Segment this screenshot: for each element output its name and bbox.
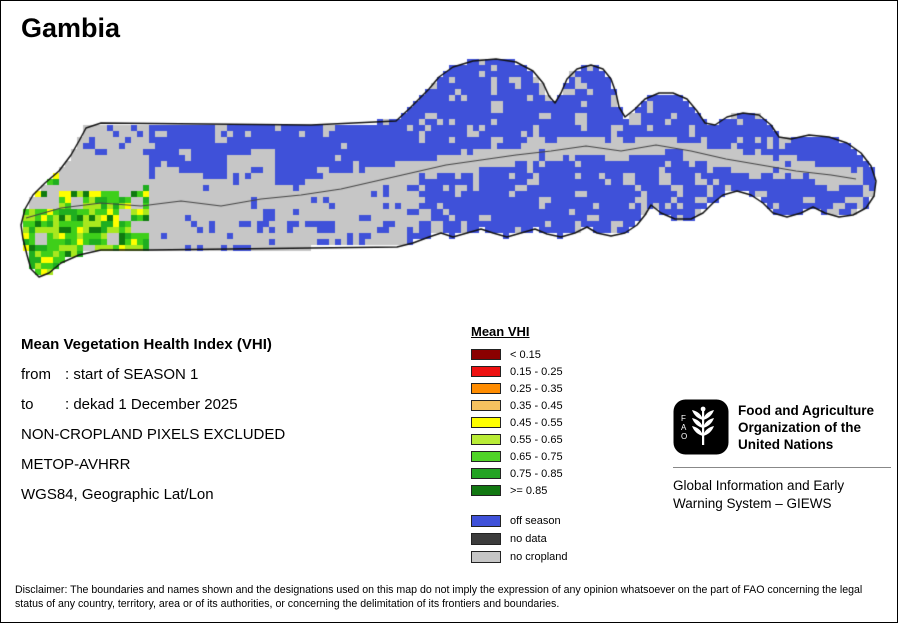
legend-swatch <box>471 417 501 428</box>
legend-title: Mean VHI <box>471 324 530 339</box>
svg-text:O: O <box>681 432 687 441</box>
legend-label: 0.65 - 0.75 <box>510 450 563 463</box>
legend-row: 0.45 - 0.55 <box>471 414 568 431</box>
legend-row: no cropland <box>471 548 568 566</box>
legend-row: >= 0.85 <box>471 482 568 499</box>
legend-label: 0.15 - 0.25 <box>510 365 563 378</box>
metadata-row-from: from : start of SEASON 1 <box>21 359 285 389</box>
legend-swatch <box>471 485 501 496</box>
legend-row: 0.75 - 0.85 <box>471 465 568 482</box>
svg-text:A: A <box>681 423 687 432</box>
legend-label: < 0.15 <box>510 348 541 361</box>
legend-label: 0.75 - 0.85 <box>510 467 563 480</box>
legend-extra-items: off season no data no cropland <box>471 512 568 566</box>
legend-swatch <box>471 468 501 479</box>
to-label: to <box>21 395 34 413</box>
legend-label: off season <box>510 515 561 527</box>
legend-label: 0.35 - 0.45 <box>510 399 563 412</box>
giews-label: Global Information and Early Warning Sys… <box>673 478 845 511</box>
metadata-line-projection: WGS84, Geographic Lat/Lon <box>21 485 214 503</box>
legend-swatch <box>471 451 501 462</box>
legend-swatch <box>471 349 501 360</box>
legend-label: 0.45 - 0.55 <box>510 416 563 429</box>
wheat-icon <box>692 406 714 445</box>
metadata-heading: Mean Vegetation Health Index (VHI) <box>21 335 272 353</box>
legend-swatch <box>471 383 501 394</box>
legend-row: 0.35 - 0.45 <box>471 397 568 414</box>
legend-row: 0.25 - 0.35 <box>471 380 568 397</box>
fao-logo-letters: FAO <box>681 414 687 441</box>
metadata-row-to: to : dekad 1 December 2025 <box>21 389 285 419</box>
legend-row: 0.15 - 0.25 <box>471 363 568 380</box>
legend-label: no cropland <box>510 551 568 563</box>
legend-label: 0.25 - 0.35 <box>510 382 563 395</box>
vhi-legend: Mean VHI < 0.15 0.15 - 0.25 0.25 - 0.35 0.3… <box>471 324 568 566</box>
legend-label: 0.55 - 0.65 <box>510 433 563 446</box>
legend-row: 0.65 - 0.75 <box>471 448 568 465</box>
svg-text:F: F <box>681 414 686 423</box>
page-title: Gambia <box>21 13 121 43</box>
legend-label: >= 0.85 <box>510 484 548 497</box>
legend-swatch <box>471 551 501 563</box>
legend-row: no data <box>471 530 568 548</box>
legend-label: no data <box>510 533 547 545</box>
legend-swatch <box>471 533 501 545</box>
to-value: : dekad 1 December 2025 <box>65 395 238 413</box>
legend-swatch <box>471 400 501 411</box>
legend-row: off season <box>471 512 568 530</box>
metadata-line-sensor: METOP-AVHRR <box>21 455 131 473</box>
map-metadata: Mean Vegetation Health Index (VHI) from … <box>21 329 285 509</box>
disclaimer-text: Disclaimer: The boundaries and names sho… <box>15 584 863 610</box>
gambia-vhi-map <box>11 53 891 303</box>
from-value: : start of SEASON 1 <box>65 365 199 383</box>
legend-swatch <box>471 515 501 527</box>
legend-row: < 0.15 <box>471 346 568 363</box>
legend-swatch <box>471 366 501 377</box>
legend-swatch <box>471 434 501 445</box>
from-label: from <box>21 365 51 383</box>
fao-logo-icon: FAO <box>673 399 729 455</box>
metadata-line-cropland: NON-CROPLAND PIXELS EXCLUDED <box>21 425 286 443</box>
legend-row: 0.55 - 0.65 <box>471 431 568 448</box>
fao-org-name: Food and Agriculture Organization of the… <box>738 403 874 452</box>
fao-divider <box>673 467 891 468</box>
legend-items: < 0.15 0.15 - 0.25 0.25 - 0.35 0.35 - 0.45 0… <box>471 346 568 499</box>
